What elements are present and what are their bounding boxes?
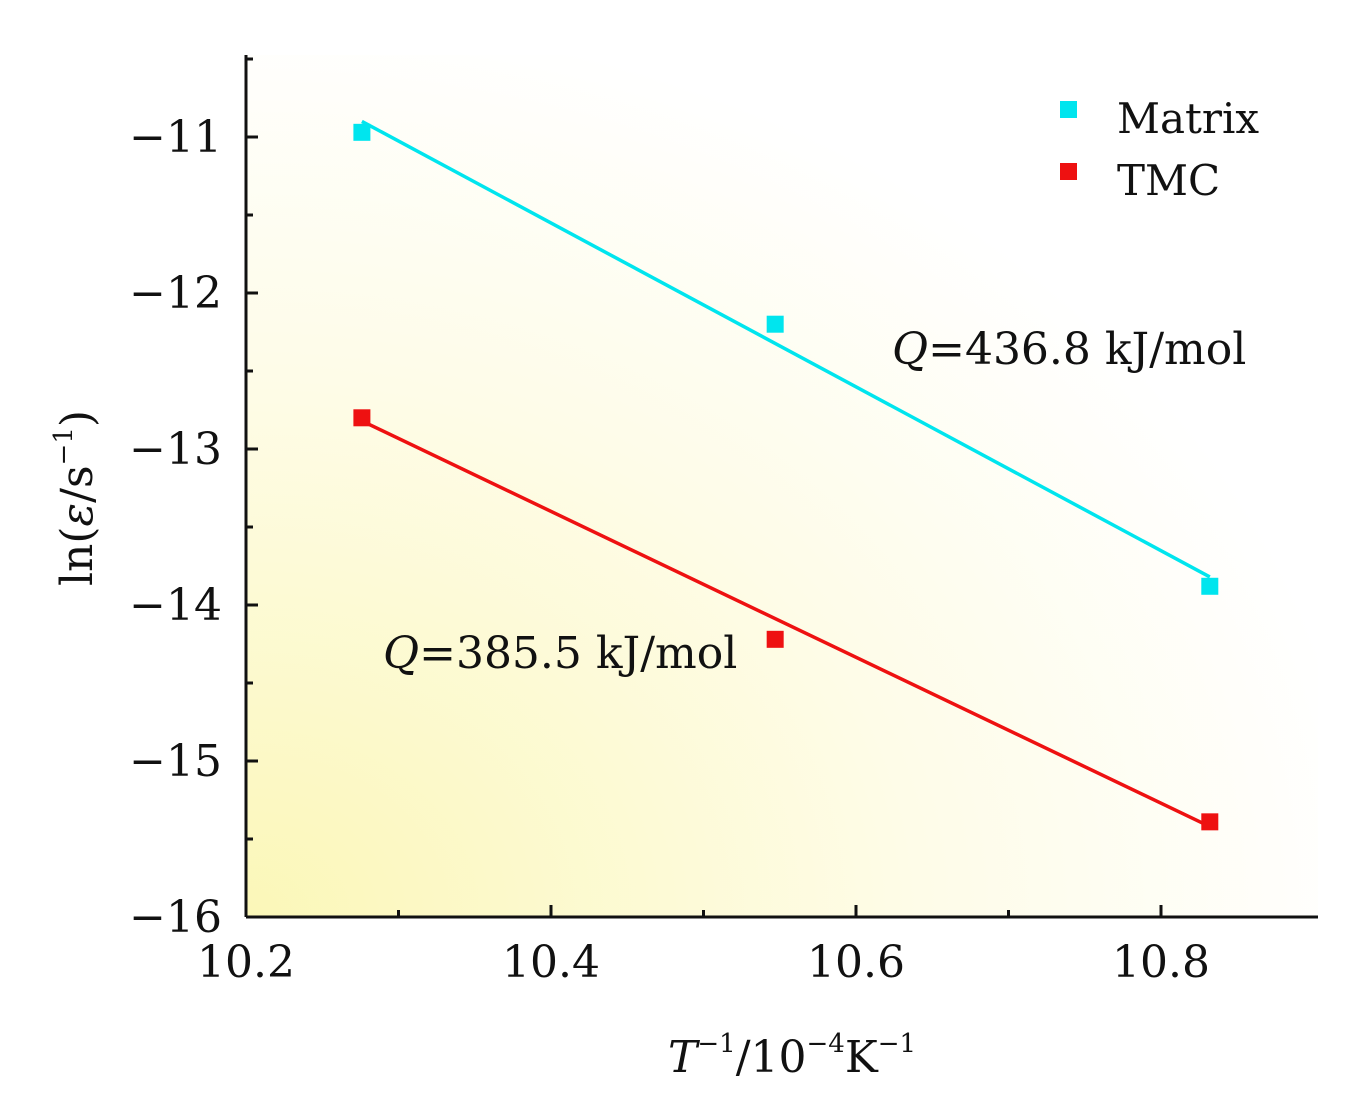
tmc-fit-line (361, 419, 1211, 829)
tick-labels: 10.2 10.4 10.6 10.8 −16 −15 −14 −13 −12 −11 (129, 112, 1210, 988)
tmc-data-point (1201, 813, 1219, 831)
x-tick-label: 10.2 (197, 937, 295, 988)
x-tick-label: 10.4 (502, 937, 600, 988)
matrix-data-point (766, 315, 784, 333)
legend-marker-tmc (1060, 163, 1077, 180)
x-tick-label: 10.8 (1112, 937, 1210, 988)
plot-background (246, 55, 1318, 917)
tmc-data-point (766, 630, 784, 648)
fit-lines (361, 119, 1211, 829)
matrix-annotation: Q=436.8 kJ/mol (892, 324, 1246, 375)
legend: Matrix TMC (1060, 94, 1259, 205)
matrix-data-point (1201, 577, 1219, 595)
legend-label-tmc: TMC (1117, 156, 1220, 205)
axis-ticks (244, 57, 1163, 919)
legend-marker-matrix (1060, 101, 1077, 118)
matrix-data-point (353, 123, 371, 141)
matrix-fit-line (361, 119, 1211, 579)
y-tick-label: −16 (129, 892, 222, 943)
data-markers (353, 123, 1219, 831)
y-tick-label: −11 (129, 112, 222, 163)
x-axis-title: T−1/10−4K−1 (668, 1029, 916, 1083)
legend-label-matrix: Matrix (1117, 94, 1259, 143)
y-axis-title: ln(ε/s−1) (49, 410, 103, 586)
y-tick-label: −15 (129, 736, 222, 787)
y-tick-label: −12 (129, 268, 222, 319)
tmc-annotation: Q=385.5 kJ/mol (383, 628, 737, 679)
y-tick-label: −13 (129, 424, 222, 475)
x-tick-label: 10.6 (807, 937, 905, 988)
tmc-data-point (353, 409, 371, 427)
y-tick-label: −14 (129, 580, 222, 631)
